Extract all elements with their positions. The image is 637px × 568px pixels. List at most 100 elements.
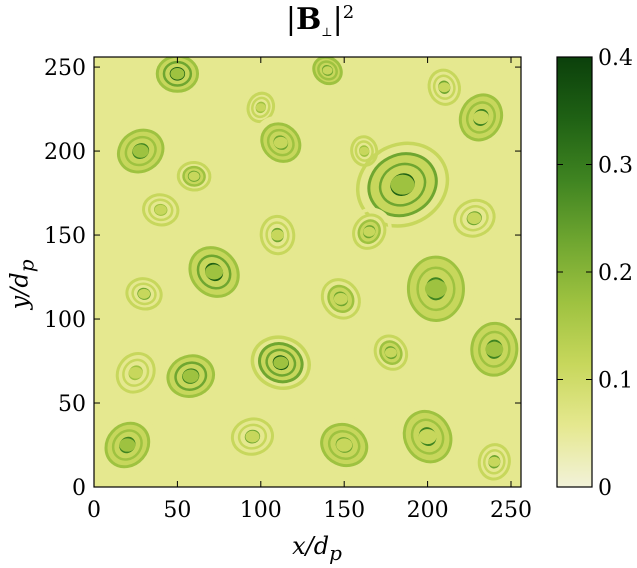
magnetic-structure — [119, 271, 169, 316]
x-tick-label: 200 — [407, 498, 449, 523]
magnetic-structure — [136, 187, 186, 232]
structure-core — [119, 438, 136, 452]
structure-core — [182, 369, 199, 383]
magnetic-structure — [250, 335, 311, 390]
y-tick-label: 50 — [58, 392, 86, 417]
structure-core — [336, 438, 353, 452]
structure-ring — [355, 141, 450, 228]
colorbar-tick-label: 0.1 — [598, 369, 633, 394]
x-tick-label: 250 — [490, 498, 532, 523]
y-tick-label: 100 — [44, 308, 86, 333]
structure-core — [438, 82, 451, 93]
structure-core — [245, 430, 260, 443]
magnetic-structure — [472, 437, 517, 487]
x-tick-label: 150 — [323, 498, 365, 523]
structure-core — [322, 66, 333, 75]
colorbar-tick-label: 0.2 — [598, 261, 633, 286]
structure-ring — [462, 313, 521, 386]
y-axis-label: y/dp — [5, 259, 39, 310]
structure-core — [488, 456, 501, 467]
magnetic-structure — [368, 328, 414, 377]
structure-ring — [180, 237, 249, 307]
colorbar-tick-label: 0.4 — [598, 46, 633, 71]
structure-ring — [242, 86, 280, 129]
structure-ring — [250, 335, 311, 390]
structure-ring — [158, 347, 223, 405]
x-tick-label: 50 — [163, 498, 191, 523]
structure-ring — [171, 156, 217, 197]
x-tick-label: 0 — [87, 498, 101, 523]
structure-ring — [397, 244, 475, 333]
structure-core — [128, 366, 143, 379]
structure-ring — [109, 345, 163, 401]
structure-core — [384, 347, 397, 358]
structure-ring — [422, 62, 467, 112]
structure-core — [363, 226, 376, 237]
structure-core — [467, 212, 482, 225]
structure-ring — [451, 85, 511, 150]
y-tick-label: 200 — [44, 140, 86, 165]
magnetic-structure — [462, 313, 521, 386]
magnetic-structure — [446, 192, 503, 244]
structure-ring — [223, 411, 281, 462]
magnetic-structure — [346, 207, 392, 256]
structure-core — [270, 229, 284, 241]
structure-ring — [314, 271, 368, 327]
structure-core — [170, 67, 185, 80]
magnetic-structure — [158, 347, 223, 405]
magnetic-structure — [223, 411, 281, 462]
chart-title: |B⊥|2 — [285, 2, 355, 39]
structure-core — [273, 356, 289, 369]
structure-core — [472, 110, 489, 125]
structure-ring — [136, 187, 186, 232]
magnetic-structure — [355, 141, 450, 228]
structure-core — [138, 288, 151, 299]
structure-ring — [148, 57, 206, 99]
magnetic-structure — [397, 244, 475, 333]
structure-core — [188, 171, 200, 181]
structure-core — [333, 293, 348, 305]
structure-ring — [346, 207, 392, 256]
structure-ring — [97, 414, 158, 476]
structure-core — [154, 204, 167, 215]
magnetic-structure — [394, 401, 461, 472]
structure-core — [205, 264, 224, 280]
structure-core — [424, 279, 447, 298]
structure-core — [359, 146, 370, 156]
structure-core — [418, 429, 437, 445]
magnetic-structure — [307, 57, 348, 90]
y-tick-label: 150 — [44, 224, 86, 249]
colorbar-tick-label: 0.3 — [598, 154, 633, 179]
x-axis-label: x/dp — [292, 532, 342, 565]
structure-core — [255, 103, 266, 112]
structure-ring — [472, 437, 517, 487]
magnetic-structure — [242, 86, 280, 129]
magnetic-structure — [254, 208, 301, 262]
magnetic-structure — [180, 237, 249, 307]
structure-ring — [394, 401, 461, 472]
magnetic-structure — [422, 62, 467, 112]
magnetic-structure — [97, 414, 158, 476]
structure-core — [273, 136, 288, 149]
y-tick-label: 250 — [44, 56, 86, 81]
structure-ring — [446, 192, 503, 244]
structure-ring — [345, 130, 383, 172]
structure-core — [390, 174, 415, 195]
y-tick-label: 0 — [72, 476, 86, 501]
magnetic-structure — [109, 121, 173, 181]
structure-core — [485, 341, 504, 357]
magnetic-structure — [451, 85, 511, 150]
structure-ring — [312, 415, 376, 475]
structure-ring — [254, 208, 301, 262]
structure-ring — [368, 328, 414, 377]
magnetic-structure — [253, 115, 308, 170]
structure-core — [132, 144, 149, 158]
magnetic-structure — [171, 156, 217, 197]
magnetic-structure — [314, 271, 368, 327]
colorbar-tick-label: 0 — [598, 476, 612, 501]
structure-ring — [109, 121, 173, 181]
structure-ring — [119, 271, 169, 316]
x-tick-label: 100 — [240, 498, 282, 523]
